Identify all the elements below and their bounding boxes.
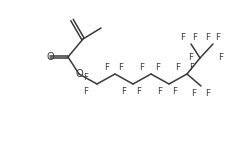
Text: F: F xyxy=(118,63,124,71)
Text: O: O xyxy=(46,52,54,62)
Text: F: F xyxy=(205,34,211,42)
Text: F: F xyxy=(190,63,194,71)
Text: F: F xyxy=(157,87,162,96)
Text: F: F xyxy=(84,73,88,81)
Text: F: F xyxy=(172,87,178,96)
Text: F: F xyxy=(205,88,211,98)
Text: F: F xyxy=(191,88,197,98)
Text: F: F xyxy=(176,63,180,71)
Text: F: F xyxy=(219,53,223,63)
Text: F: F xyxy=(136,87,142,96)
Text: F: F xyxy=(84,87,88,96)
Text: F: F xyxy=(121,87,127,96)
Text: O: O xyxy=(75,69,83,79)
Text: F: F xyxy=(216,34,220,42)
Text: F: F xyxy=(105,63,110,71)
Text: F: F xyxy=(156,63,161,71)
Text: F: F xyxy=(189,53,194,63)
Text: F: F xyxy=(180,34,186,42)
Text: F: F xyxy=(139,63,145,71)
Text: F: F xyxy=(193,34,197,42)
